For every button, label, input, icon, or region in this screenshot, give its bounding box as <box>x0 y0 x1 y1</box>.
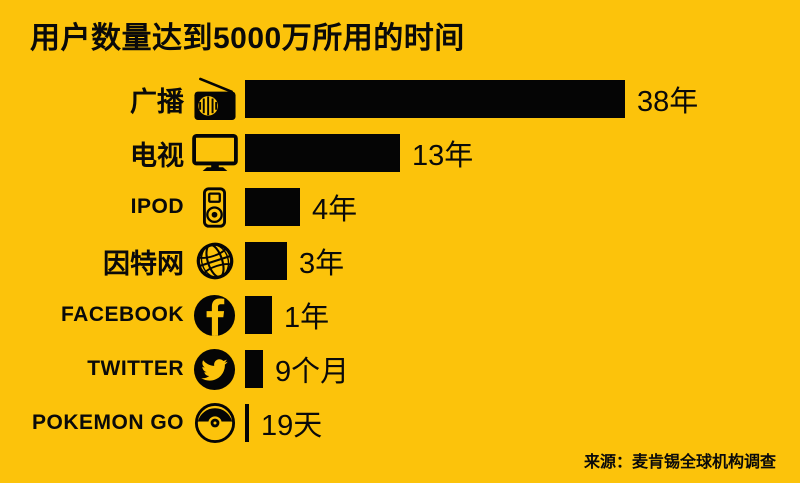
bar-value-tv: 13年 <box>412 140 474 172</box>
bar-value-radio: 38年 <box>637 86 699 118</box>
table-row: POKEMON GO 19天 <box>0 396 800 450</box>
ipod-icon <box>203 186 226 228</box>
row-label-facebook: FACEBOOK <box>60 303 184 326</box>
bar-radio <box>245 80 625 118</box>
bar-value-ipod: 4年 <box>312 194 358 226</box>
bar-value-pokemon-go: 19天 <box>261 410 323 442</box>
table-row: FACEBOOK 1年 <box>0 288 800 342</box>
bar-tv <box>245 134 400 172</box>
table-row: IPOD 4年 <box>0 180 800 234</box>
row-label-tv: 电视 <box>130 140 184 171</box>
row-label-ipod: IPOD <box>130 195 184 218</box>
pokeball-icon <box>194 402 236 444</box>
globe-icon <box>195 241 235 281</box>
bar-value-twitter: 9个月 <box>275 356 350 388</box>
facebook-icon <box>193 294 236 337</box>
row-label-pokemon-go: POKEMON GO <box>31 411 184 434</box>
table-row: 电视 13年 <box>0 126 800 180</box>
page-title: 用户数量达到5000万所用的时间 <box>30 22 465 55</box>
bar-facebook <box>245 296 272 334</box>
radio-icon <box>192 77 238 122</box>
row-label-internet: 因特网 <box>103 248 184 279</box>
row-label-radio: 广播 <box>130 86 184 117</box>
table-row: 广播 <box>0 72 800 126</box>
twitter-icon <box>193 348 236 391</box>
bar-rows: 广播 <box>0 72 800 450</box>
tv-icon <box>191 134 238 172</box>
bar-ipod <box>245 188 300 226</box>
source-credit: 来源：麦肯锡全球机构调查 <box>583 454 776 471</box>
bar-value-internet: 3年 <box>299 248 345 280</box>
bar-twitter <box>245 350 263 388</box>
row-label-twitter: TWITTER <box>87 357 184 380</box>
table-row: TWITTER 9个月 <box>0 342 800 396</box>
bar-value-facebook: 1年 <box>284 302 330 334</box>
bar-pokemon-go <box>245 404 249 442</box>
bar-internet <box>245 242 287 280</box>
table-row: 因特网 3年 <box>0 234 800 288</box>
